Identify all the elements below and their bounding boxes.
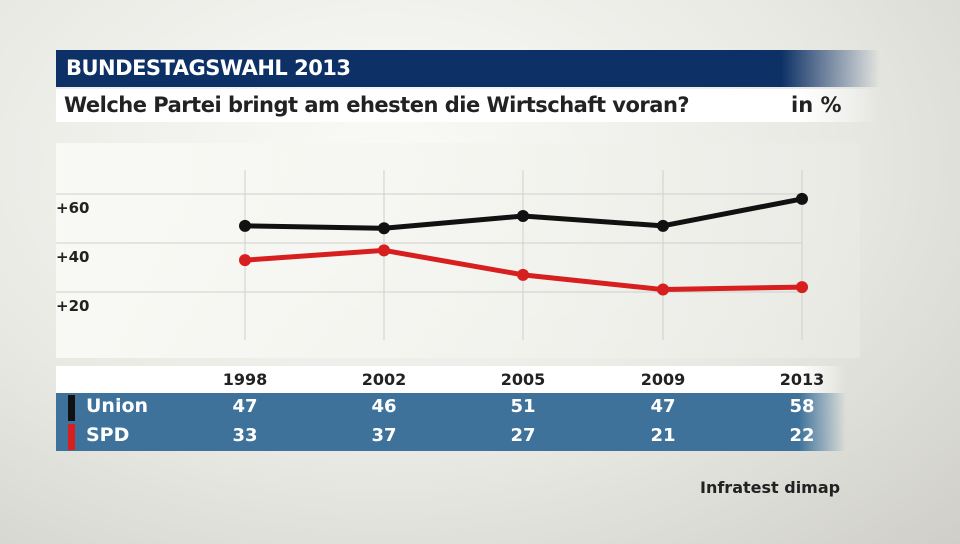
data-point-union: [657, 219, 669, 232]
data-label: 46: [371, 396, 397, 417]
legend-swatch: [68, 395, 75, 421]
year-header: 2002: [361, 370, 407, 389]
data-label: 47: [650, 396, 676, 417]
table-header-row: 1998 2002 2005 2009 2013: [56, 366, 846, 393]
data-label: 37: [371, 425, 397, 446]
y-tick-label: +40: [56, 248, 89, 266]
data-label: 51: [510, 396, 536, 417]
data-point-spd: [378, 244, 390, 257]
data-table: 1998 2002 2005 2009 2013 Union 47 46 51 47 58 SPD 3…: [56, 366, 846, 451]
series-name: SPD: [86, 424, 130, 446]
year-header: 1998: [222, 370, 268, 389]
data-label: 58: [789, 396, 815, 417]
data-label: 47: [232, 396, 258, 417]
plot-background: [56, 143, 860, 358]
data-label: 22: [789, 425, 815, 446]
source-label: Infratest dimap: [700, 478, 841, 497]
subtitle-bar: Welche Partei bringt am ehesten die Wirt…: [56, 89, 880, 122]
data-point-spd: [796, 281, 808, 294]
table-row-union: Union 47 46 51 47 58: [56, 393, 846, 422]
table-body: Union 47 46 51 47 58 SPD 33 37 27 21 22: [56, 393, 846, 451]
unit-label: in %: [791, 93, 842, 117]
data-label: 21: [650, 425, 676, 446]
y-tick-label: +60: [56, 199, 89, 217]
data-point-union: [239, 219, 251, 232]
year-header: 2005: [500, 370, 546, 389]
data-label: 27: [510, 425, 536, 446]
data-point-spd: [517, 268, 529, 281]
data-point-spd: [657, 283, 669, 296]
table-row-spd: SPD 33 37 27 21 22: [56, 422, 846, 451]
header-title: BUNDESTAGSWAHL 2013: [66, 56, 351, 80]
series-name: Union: [86, 395, 149, 417]
y-tick-label: +20: [56, 297, 89, 315]
data-point-spd: [239, 254, 251, 267]
year-header: 2009: [640, 370, 686, 389]
header-bar: BUNDESTAGSWAHL 2013: [56, 50, 880, 87]
data-point-union: [517, 210, 529, 223]
year-header: 2013: [779, 370, 825, 389]
legend-swatch: [68, 424, 75, 450]
chart-question: Welche Partei bringt am ehesten die Wirt…: [64, 93, 690, 117]
data-point-union: [378, 222, 390, 235]
data-label: 33: [232, 425, 258, 446]
data-point-union: [796, 192, 808, 205]
